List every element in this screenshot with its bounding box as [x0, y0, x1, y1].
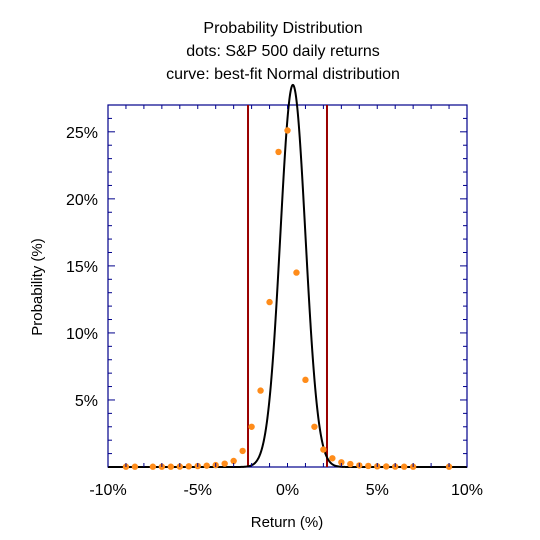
normal-curve — [108, 83, 467, 468]
data-dot — [284, 127, 291, 134]
data-dot — [293, 269, 300, 276]
y-tick-label: 25% — [66, 125, 98, 142]
data-dot — [347, 460, 354, 468]
chart-title-line-3: curve: best-fit Normal distribution — [166, 66, 400, 83]
x-tick-label: -5% — [184, 482, 212, 499]
data-dot — [275, 148, 282, 156]
data-dot — [131, 463, 139, 470]
x-tick-label: 5% — [366, 482, 389, 499]
data-dot — [149, 463, 157, 470]
data-dot — [320, 446, 327, 453]
data-dot — [230, 457, 237, 465]
data-dot — [221, 460, 228, 467]
x-tick-label: -10% — [89, 482, 126, 499]
y-axis-label: Probability (%) — [29, 238, 46, 336]
data-dot — [400, 463, 408, 470]
normal-curve-layer — [108, 83, 467, 468]
y-tick-label: 10% — [66, 326, 98, 343]
y-tick-label: 5% — [75, 393, 98, 410]
plot-border — [107, 104, 468, 468]
data-dots-layer — [122, 127, 453, 470]
data-dot — [365, 462, 372, 470]
y-tick-label: 20% — [66, 192, 98, 209]
data-dot — [383, 463, 390, 470]
x-axis-label: Return (%) — [251, 514, 324, 531]
data-dot — [329, 455, 336, 462]
chart-title-line-1: Probability Distribution — [203, 20, 362, 37]
chart-title-group: Probability Distribution dots: S&P 500 d… — [166, 20, 400, 83]
data-dot — [248, 423, 255, 430]
x-tick-label: 0% — [276, 482, 299, 499]
data-dot — [302, 376, 309, 384]
data-dot — [311, 423, 318, 430]
x-tick-label: 10% — [451, 482, 483, 499]
y-axis-ticks: 5% 10% 15% 20% 25% — [66, 117, 467, 455]
data-dot — [203, 462, 210, 469]
threshold-lines — [247, 105, 328, 467]
y-tick-label: 15% — [66, 259, 98, 276]
data-dot — [266, 298, 273, 306]
data-dot — [338, 459, 345, 466]
data-dot — [257, 387, 264, 394]
chart-title-line-2: dots: S&P 500 daily returns — [186, 43, 380, 60]
data-dot — [167, 463, 175, 470]
plot-frame — [107, 104, 468, 468]
x-axis-ticks: -10% -5% 0% 5% 10% — [89, 105, 483, 499]
data-dot — [185, 463, 192, 470]
data-dot — [239, 447, 246, 455]
